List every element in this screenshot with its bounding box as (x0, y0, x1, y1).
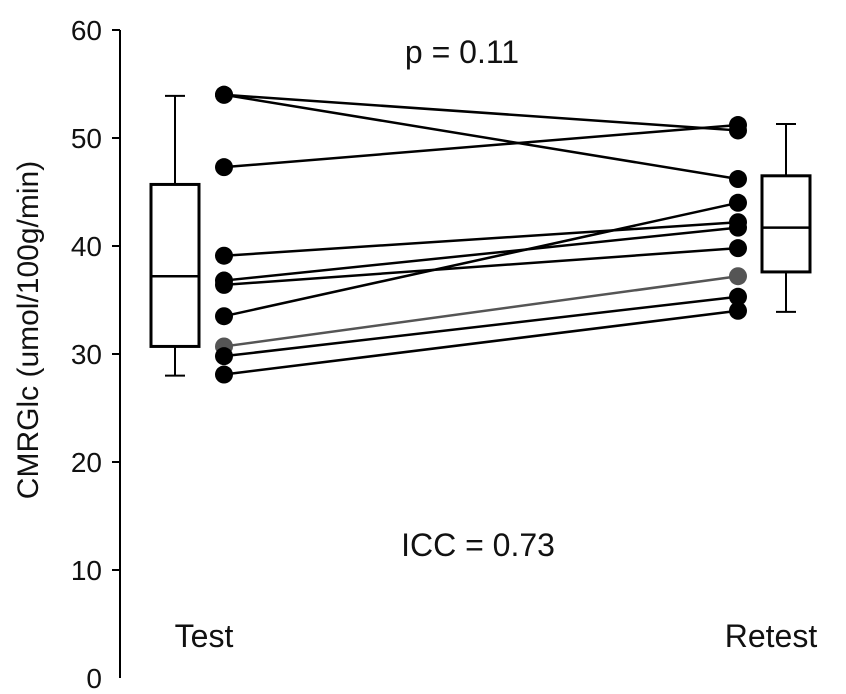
paired-line (223, 246, 739, 287)
data-points (215, 85, 747, 384)
paired-line (223, 226, 739, 282)
retest-point (729, 170, 747, 189)
paired-line (223, 93, 739, 181)
boxplots (149, 94, 812, 377)
test-point (215, 307, 233, 326)
p-value-annotation: p = 0.11 (405, 34, 519, 70)
paired-line (223, 220, 739, 257)
y-tick-label: 30 (71, 339, 102, 370)
retest-point (729, 267, 747, 286)
paired-line (223, 295, 739, 358)
y-tick-label: 20 (71, 447, 102, 478)
y-tick-label: 50 (71, 123, 102, 154)
paired-line (223, 309, 739, 376)
test-point (215, 365, 233, 384)
retest-point (729, 121, 747, 140)
x-category-test: Test (175, 618, 234, 654)
retest-point (729, 301, 747, 320)
test-point (215, 275, 233, 294)
paired-line (223, 123, 739, 169)
test-point (215, 158, 233, 177)
y-tick-label: 0 (86, 663, 102, 694)
paired-line (223, 93, 739, 132)
paired-line (223, 201, 739, 318)
y-axis-ticks: 0 10 20 30 40 50 60 (71, 15, 120, 694)
test-point (215, 85, 233, 104)
paired-line (223, 275, 739, 348)
boxplot-retest-box (760, 174, 812, 274)
y-axis-title: CMRGlc (umol/100g/min) (12, 161, 45, 499)
x-category-retest: Retest (725, 618, 818, 654)
boxplot-test-box (149, 182, 201, 348)
paired-lines (223, 93, 739, 376)
retest-point (729, 218, 747, 237)
icc-annotation: ICC = 0.73 (401, 527, 555, 563)
y-tick-label: 40 (71, 231, 102, 262)
test-point (215, 347, 233, 366)
test-point (215, 246, 233, 265)
y-tick-label: 10 (71, 555, 102, 586)
y-tick-label: 60 (71, 15, 102, 46)
retest-point (729, 239, 747, 258)
retest-point (729, 193, 747, 212)
retest-point (729, 287, 747, 306)
